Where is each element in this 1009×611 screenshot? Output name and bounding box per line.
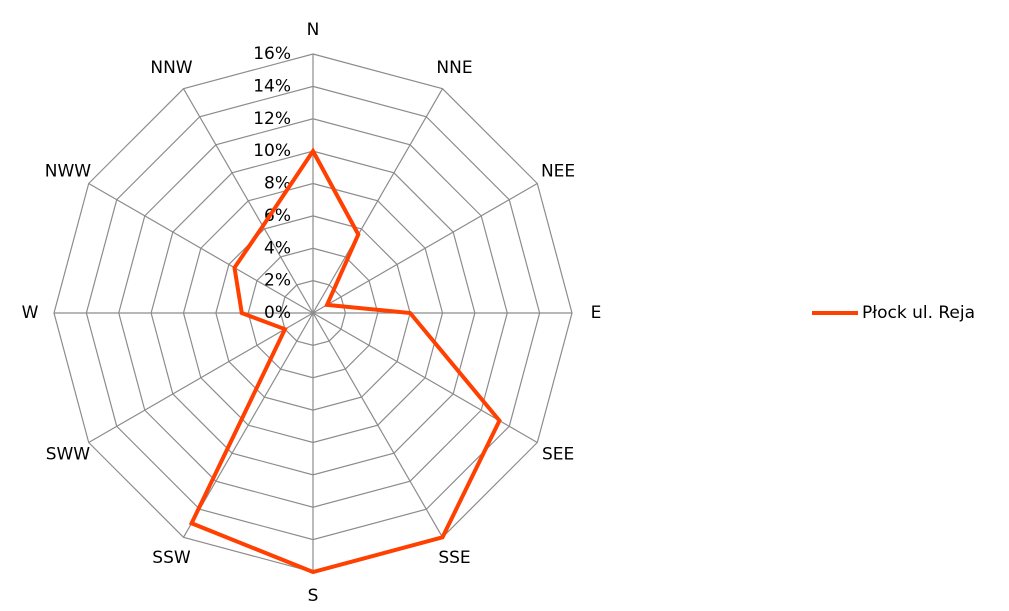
tick-label: 2% <box>264 271 291 291</box>
category-label: SSE <box>438 548 470 568</box>
category-label: NEE <box>541 162 575 182</box>
category-label: NNW <box>150 58 192 78</box>
category-label: N <box>307 20 320 40</box>
radar-line <box>188 147 502 575</box>
legend-label: Płock ul. Reja <box>862 303 975 323</box>
tick-label: 12% <box>253 109 291 129</box>
tick-label: 16% <box>253 44 291 64</box>
tick-label: 10% <box>253 141 291 161</box>
category-label: NWW <box>45 162 92 182</box>
category-label: SSW <box>152 548 191 568</box>
category-label: SWW <box>46 445 91 465</box>
spoke <box>88 312 314 444</box>
tick-label: 14% <box>253 76 291 96</box>
spoke <box>182 88 314 314</box>
category-label: SEE <box>542 445 574 465</box>
spoke <box>312 182 538 314</box>
spoke <box>88 182 314 314</box>
tick-label: 8% <box>264 174 291 194</box>
category-label: E <box>591 303 602 323</box>
spoke <box>312 312 444 538</box>
spoke <box>312 88 444 314</box>
spoke <box>182 312 314 538</box>
tick-label: 0% <box>264 303 291 323</box>
tick-label: 4% <box>264 238 291 258</box>
category-label: NNE <box>436 58 472 78</box>
category-label: S <box>308 586 319 606</box>
category-label: W <box>22 303 39 323</box>
